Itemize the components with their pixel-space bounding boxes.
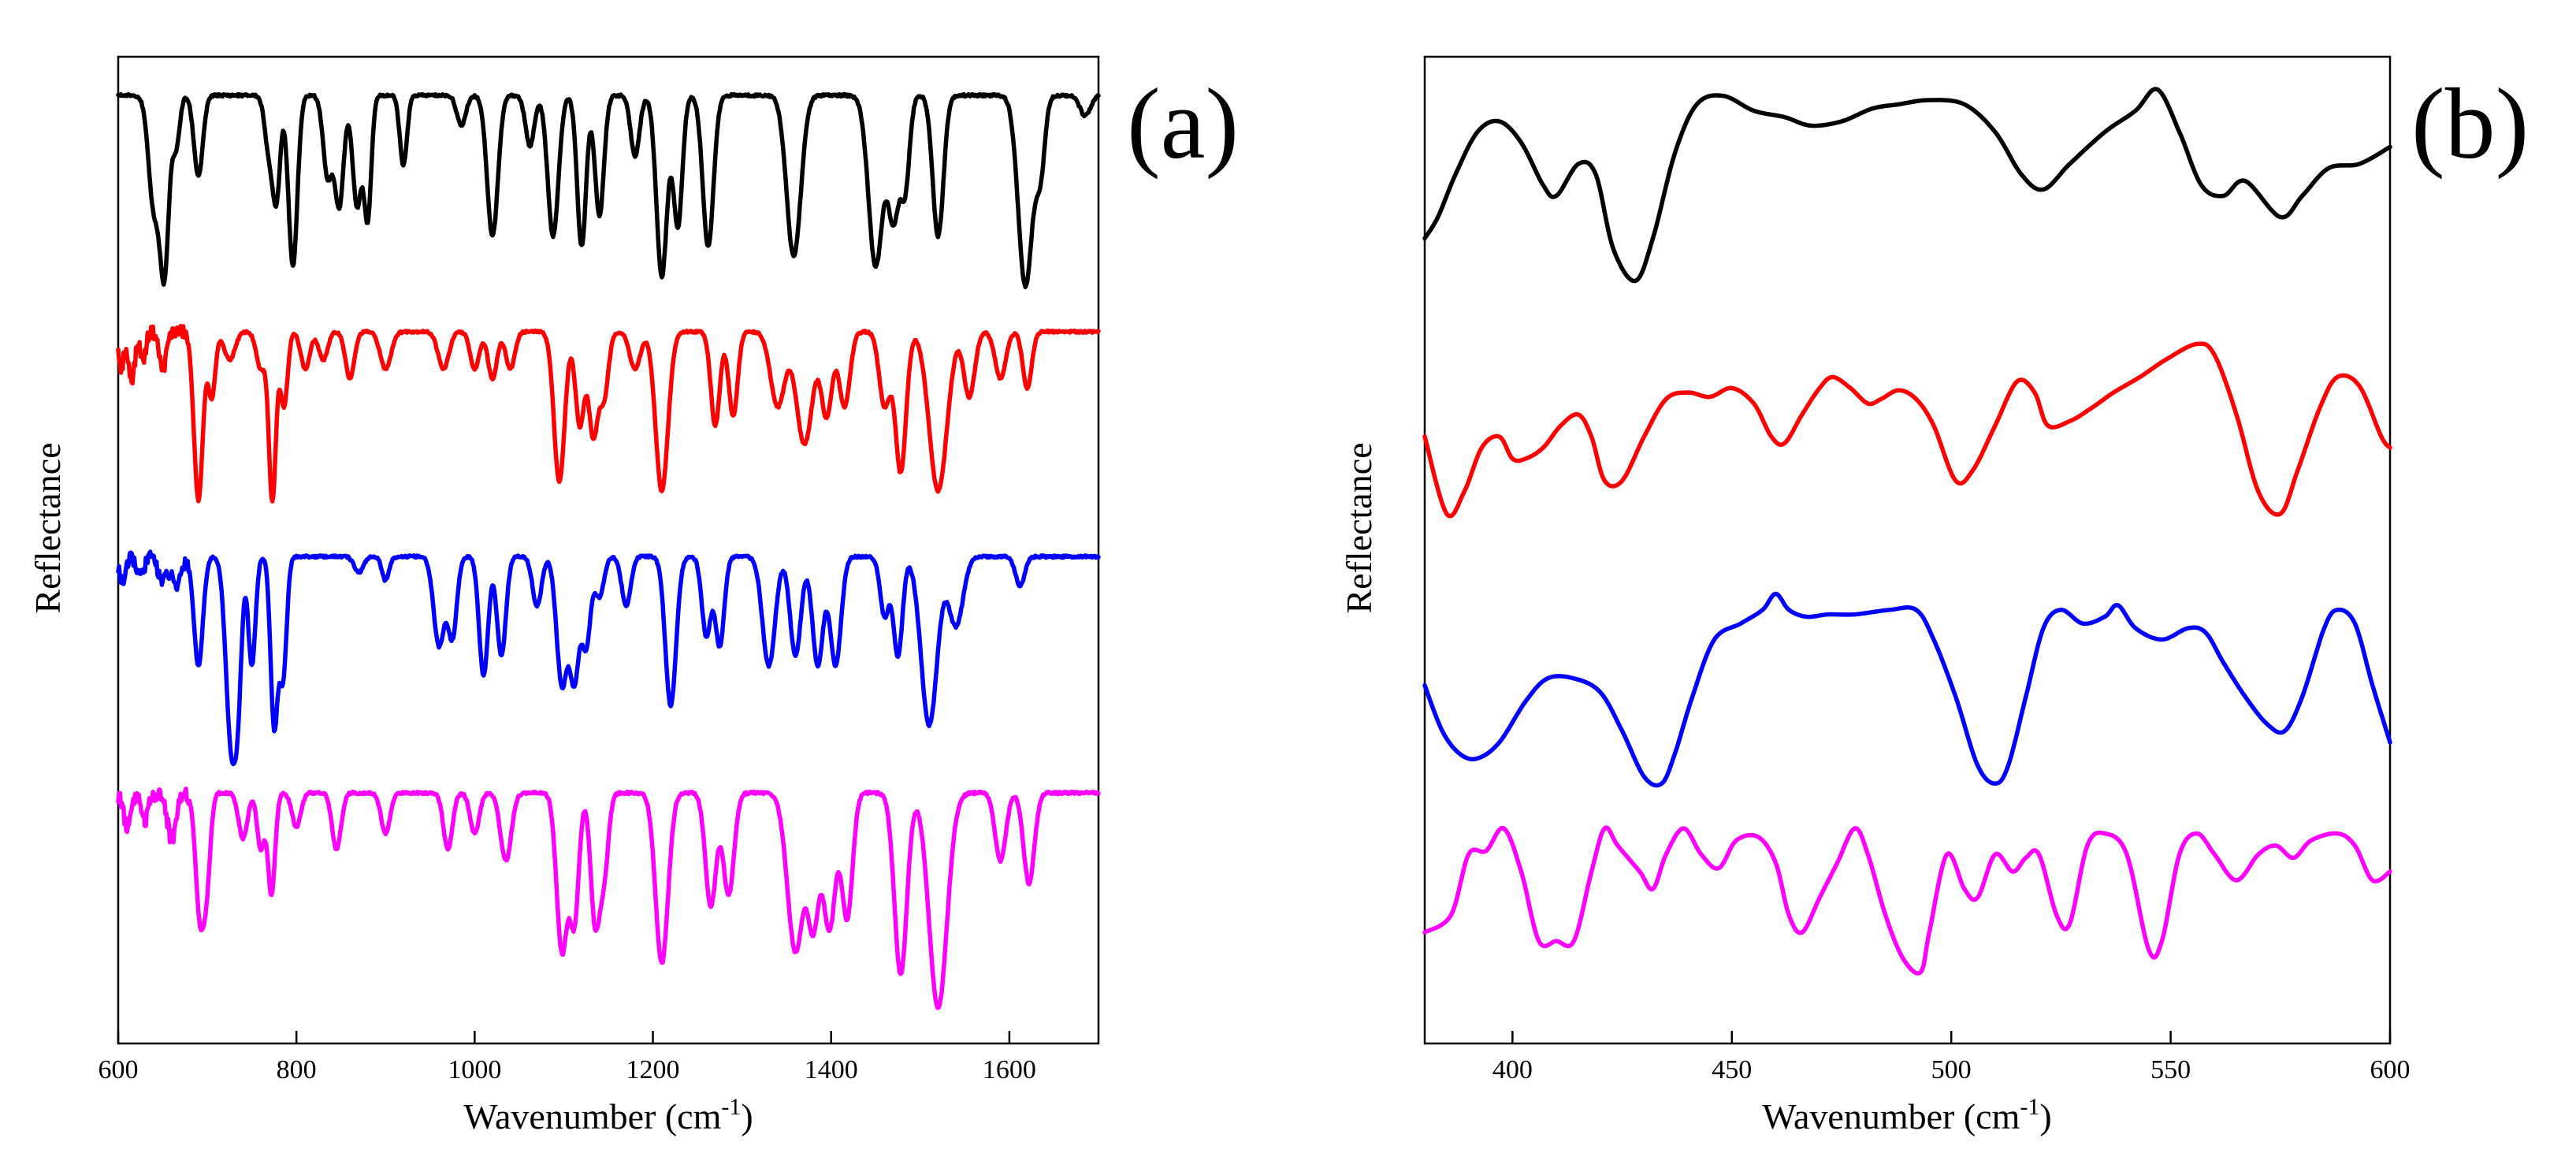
series-magenta-line-b — [1422, 825, 2392, 976]
x-tick-label: 1400 — [805, 1055, 858, 1084]
traces-b — [1422, 87, 2392, 976]
x-tick-label: 1200 — [626, 1055, 680, 1084]
panel-b: 400 450 500 550 600 Wavenumber (cm-1) Reflec… — [1339, 55, 2529, 1136]
x-tick-label: 1000 — [448, 1055, 501, 1084]
y-axis-title-b: Reflectance — [1339, 442, 1379, 613]
plot-frame-b — [1423, 55, 2392, 1045]
x-tick-label: 600 — [2370, 1055, 2411, 1084]
series-magenta-line-a — [116, 787, 1101, 1010]
series-blue-line-a — [116, 549, 1101, 767]
series-black-line-b — [1422, 87, 2392, 284]
x-tick-label: 500 — [1931, 1055, 1972, 1084]
series-black-line-a — [116, 91, 1101, 289]
x-ticks-a: 600 800 1000 1200 1400 1600 — [99, 1031, 1036, 1084]
panel-a: 600 800 1000 1200 1400 1600 Wavenumber (cm-1)… — [28, 55, 1239, 1136]
series-red-line-a — [116, 324, 1101, 504]
x-tick-label: 400 — [1492, 1055, 1533, 1084]
x-ticks-b: 400 450 500 550 600 — [1492, 1031, 2411, 1084]
x-tick-label: 1600 — [983, 1055, 1036, 1084]
x-tick-label: 550 — [2150, 1055, 2191, 1084]
panel-label-b: (b) — [2411, 68, 2529, 180]
x-tick-label: 600 — [99, 1055, 139, 1084]
series-red-line-b — [1422, 341, 2392, 519]
x-tick-label: 450 — [1712, 1055, 1752, 1084]
traces-a — [116, 91, 1101, 1010]
series-blue-line-b — [1422, 591, 2392, 788]
panel-label-a: (a) — [1127, 68, 1239, 180]
x-axis-title-a: Wavenumber (cm-1) — [463, 1094, 753, 1136]
x-axis-title-b: Wavenumber (cm-1) — [1762, 1094, 2051, 1136]
plot-frame-a — [117, 55, 1100, 1045]
y-axis-title-a: Reflectance — [28, 442, 68, 613]
x-tick-label: 800 — [277, 1055, 317, 1084]
